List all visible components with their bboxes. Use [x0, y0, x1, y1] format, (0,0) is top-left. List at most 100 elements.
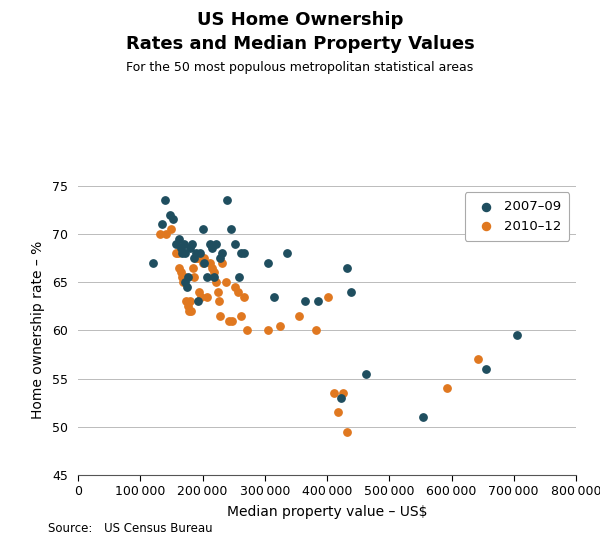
2007–09: [207, 244, 217, 253]
2010–12: [215, 311, 225, 320]
2010–12: [218, 258, 227, 267]
2007–09: [185, 244, 195, 253]
2007–09: [193, 297, 202, 306]
2010–12: [180, 273, 190, 282]
2010–12: [191, 254, 201, 263]
Text: US Home Ownership: US Home Ownership: [197, 11, 403, 29]
2007–09: [361, 370, 370, 378]
2010–12: [342, 427, 352, 436]
2007–09: [177, 249, 187, 258]
2010–12: [213, 287, 223, 296]
2010–12: [184, 307, 194, 316]
2010–12: [230, 283, 239, 292]
2007–09: [191, 249, 201, 258]
Legend: 2007–09, 2010–12: 2007–09, 2010–12: [464, 192, 569, 241]
2010–12: [190, 273, 199, 282]
2010–12: [208, 263, 217, 272]
2010–12: [176, 268, 185, 277]
2007–09: [481, 365, 491, 373]
2007–09: [202, 273, 212, 282]
2010–12: [199, 254, 209, 263]
2007–09: [174, 234, 184, 243]
2007–09: [226, 225, 236, 234]
2010–12: [202, 292, 212, 301]
2010–12: [205, 258, 215, 267]
2007–09: [165, 210, 175, 219]
2010–12: [239, 292, 249, 301]
2010–12: [236, 311, 246, 320]
2010–12: [275, 321, 285, 330]
2007–09: [182, 283, 192, 292]
2010–12: [188, 263, 198, 272]
2007–09: [236, 249, 246, 258]
2010–12: [177, 273, 187, 282]
2007–09: [282, 249, 292, 258]
2007–09: [211, 239, 221, 248]
2010–12: [171, 249, 181, 258]
Y-axis label: Home ownership rate – %: Home ownership rate – %: [31, 241, 46, 419]
2010–12: [175, 263, 184, 272]
2010–12: [224, 316, 233, 325]
2007–09: [419, 413, 428, 422]
2010–12: [211, 278, 221, 287]
2007–09: [209, 273, 218, 282]
Text: Source: US Census Bureau: Source: US Census Bureau: [48, 522, 212, 535]
Text: For the 50 most populous metropolitan statistical areas: For the 50 most populous metropolitan st…: [127, 61, 473, 74]
2010–12: [196, 292, 205, 301]
2010–12: [181, 297, 190, 306]
2007–09: [179, 239, 188, 248]
2007–09: [218, 249, 227, 258]
2007–09: [205, 239, 215, 248]
2010–12: [198, 258, 208, 267]
2007–09: [148, 258, 157, 267]
2007–09: [239, 249, 249, 258]
2010–12: [294, 311, 304, 320]
2010–12: [242, 326, 252, 335]
2010–12: [209, 268, 218, 277]
2010–12: [161, 229, 171, 238]
2007–09: [189, 254, 199, 263]
2007–09: [512, 331, 521, 340]
2010–12: [323, 292, 333, 301]
2007–09: [263, 258, 272, 267]
2007–09: [172, 239, 181, 248]
2007–09: [157, 220, 167, 229]
2010–12: [178, 278, 187, 287]
2007–09: [301, 297, 310, 306]
2010–12: [185, 297, 195, 306]
2010–12: [233, 287, 243, 296]
2007–09: [180, 278, 190, 287]
2010–12: [329, 389, 339, 397]
2007–09: [342, 263, 352, 272]
2007–09: [215, 254, 225, 263]
X-axis label: Median property value – US$: Median property value – US$: [227, 506, 427, 519]
2010–12: [473, 355, 482, 364]
2007–09: [168, 215, 178, 224]
2010–12: [227, 316, 236, 325]
2007–09: [187, 239, 197, 248]
2007–09: [336, 394, 346, 402]
2010–12: [215, 297, 224, 306]
2007–09: [176, 244, 185, 253]
2007–09: [269, 292, 279, 301]
2010–12: [183, 302, 193, 311]
2010–12: [187, 307, 196, 316]
2007–09: [198, 225, 208, 234]
Text: Rates and Median Property Values: Rates and Median Property Values: [125, 35, 475, 54]
2007–09: [313, 297, 322, 306]
2007–09: [230, 239, 239, 248]
2010–12: [173, 249, 182, 258]
2007–09: [180, 249, 190, 258]
2010–12: [442, 384, 451, 393]
2010–12: [334, 408, 343, 417]
2010–12: [263, 326, 272, 335]
2010–12: [338, 389, 347, 397]
2010–12: [167, 225, 176, 234]
2010–12: [155, 229, 165, 238]
2010–12: [193, 254, 202, 263]
2007–09: [195, 249, 205, 258]
2007–09: [223, 196, 232, 205]
2007–09: [346, 287, 355, 296]
2010–12: [311, 326, 320, 335]
2007–09: [184, 273, 193, 282]
